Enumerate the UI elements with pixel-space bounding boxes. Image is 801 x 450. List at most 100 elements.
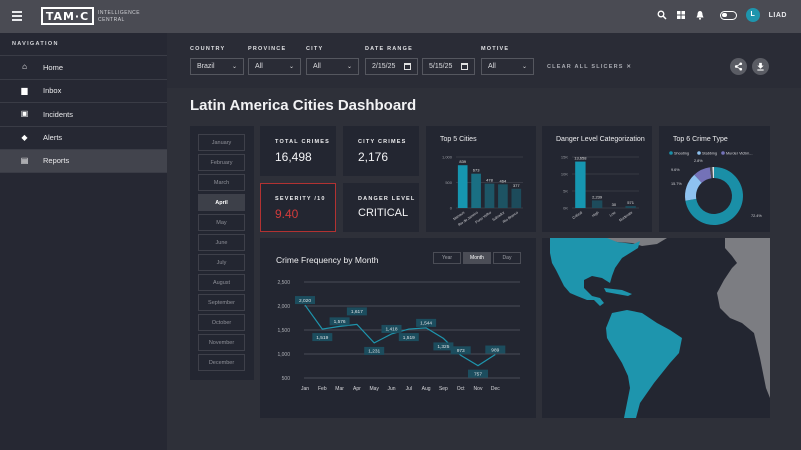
user-name[interactable]: LIAD [768, 11, 787, 19]
crime-type-chart: Shooting Stabbing Murder Victim... 72.4% 15.… [669, 151, 762, 225]
sidebar-item-incidents[interactable]: ▣ Incidents [0, 102, 167, 126]
bar-value-label: 839 [459, 159, 466, 164]
data-label-text: 1,617 [351, 309, 363, 315]
pie-slice [685, 174, 702, 201]
end-date-input[interactable]: 5/15/25 [422, 58, 475, 75]
month-march[interactable]: March [198, 174, 245, 191]
clear-label: CLEAR ALL SLICERS [547, 64, 624, 70]
logo-subtitle: INTELLIGENCE CENTRAL [98, 10, 158, 24]
start-date-value: 2/15/25 [372, 63, 396, 70]
map-card[interactable] [542, 238, 770, 418]
month-april[interactable]: April [198, 194, 245, 211]
city-value: All [313, 63, 321, 70]
sidebar-item-inbox[interactable]: ▆ Inbox [0, 78, 167, 103]
chevron-down-icon: ⌄ [521, 64, 527, 70]
kpi-value: 9.40 [275, 207, 299, 221]
month-august[interactable]: August [198, 274, 245, 291]
data-label-box [364, 346, 385, 355]
download-button[interactable] [752, 58, 769, 75]
month-february[interactable]: February [198, 154, 245, 171]
data-label: 2,020 [295, 296, 315, 305]
month-december[interactable]: December [198, 354, 245, 371]
month-october[interactable]: October [198, 314, 245, 331]
month-may[interactable]: May [198, 214, 245, 231]
x-tick-label: Jan [301, 386, 309, 392]
x-tick-label: Apr [353, 386, 361, 392]
legend-label: Shooting [674, 151, 689, 155]
legend-label: Murder Victim... [726, 151, 753, 155]
kpi-total-crimes: TOTAL CRIMES 16,498 [260, 126, 336, 176]
start-date-input[interactable]: 2/15/25 [365, 58, 418, 75]
x-tick-label: Aug [422, 386, 431, 392]
x-tick-label: Mar [335, 386, 344, 392]
motive-select[interactable]: All ⌄ [481, 58, 534, 75]
pie-slice [685, 167, 743, 225]
data-label-box [381, 324, 402, 333]
x-tick-label: Jul [406, 386, 412, 392]
menu-icon[interactable] [12, 11, 22, 21]
bell-icon[interactable] [695, 10, 705, 20]
month-january[interactable]: January [198, 134, 245, 151]
y-tick-label: 500 [445, 180, 452, 185]
country-filter: COUNTRY Brazil ⌄ [190, 46, 244, 75]
x-tick-label: Salvador [492, 210, 507, 222]
toggle-day[interactable]: Day [493, 252, 521, 264]
sidebar-item-label: Alerts [43, 133, 63, 143]
x-tick-label: Jun [387, 386, 395, 392]
logo-subtitle-line-1: INTELLIGENCE [98, 10, 141, 16]
theme-toggle[interactable] [719, 10, 737, 20]
data-label-box [312, 333, 333, 342]
sidebar: NAVIGATION ⌂ Home ▆ Inbox ▣ Incidents ◆ Alerts ▤… [0, 33, 167, 450]
x-tick-label: Sep [439, 386, 448, 392]
sidebar-item-reports[interactable]: ▤ Reports [0, 149, 167, 173]
avatar[interactable]: L [745, 8, 760, 22]
kpi-value: 16,498 [275, 150, 312, 164]
kpi-label: TOTAL CRIMES [275, 139, 331, 145]
month-september[interactable]: September [198, 294, 245, 311]
calendar-icon [404, 63, 411, 70]
country-select[interactable]: Brazil ⌄ [190, 58, 244, 75]
data-label-box [416, 318, 437, 327]
x-tick-label: High [591, 211, 599, 219]
data-label: 1,617 [346, 307, 367, 316]
month-november[interactable]: November [198, 334, 245, 351]
x-tick-label: Dec [491, 386, 500, 392]
map-land-caribbean [604, 288, 632, 296]
crime-frequency-card: Crime Frequency by Month Year Month Day … [260, 238, 536, 418]
toggle-year[interactable]: Year [433, 252, 461, 264]
y-tick-label: 15K [561, 155, 568, 160]
province-select[interactable]: All ⌄ [248, 58, 301, 75]
country-label: COUNTRY [190, 46, 226, 52]
search-icon[interactable] [657, 10, 667, 20]
data-label: 1,418 [381, 324, 402, 333]
map[interactable] [542, 238, 770, 418]
sidebar-item-label: Inbox [43, 86, 62, 96]
data-label: 1,544 [416, 318, 437, 327]
month-slicer: January February March April May June July Augu… [190, 126, 254, 380]
toggle-month[interactable]: Month [463, 252, 491, 264]
pie-slice [694, 167, 712, 183]
data-label: 1,519 [312, 333, 333, 342]
bar-value-label: 673 [473, 168, 480, 173]
sidebar-item-home[interactable]: ⌂ Home [0, 55, 167, 79]
calendar-icon [461, 63, 468, 70]
kpi-label: SEVERITY /10 [275, 196, 326, 202]
date-range-filter: DATE RANGE 2/15/25 5/15/25 [365, 46, 475, 75]
sidebar-item-alerts[interactable]: ◆ Alerts [0, 125, 167, 150]
y-tick-label: 500 [282, 376, 291, 382]
kpi-city-crimes: CITY CRIMES 2,176 [343, 126, 419, 176]
city-label: CITY [306, 46, 324, 52]
city-select[interactable]: All ⌄ [306, 58, 359, 75]
data-label-text: 1,231 [368, 349, 380, 355]
month-june[interactable]: June [198, 234, 245, 251]
filter-bar: COUNTRY Brazil ⌄ PROVINCE All ⌄ CITY All ⌄ … [167, 33, 801, 88]
bar [484, 183, 495, 208]
download-icon [757, 62, 764, 71]
clear-all-slicers-button[interactable]: CLEAR ALL SLICERS ✕ [547, 64, 632, 70]
month-july[interactable]: July [198, 254, 245, 271]
chevron-down-icon: ⌄ [231, 64, 237, 70]
apps-icon[interactable] [676, 10, 686, 20]
bar-value-label: 464 [500, 178, 507, 183]
chart-title: Crime Frequency by Month [276, 255, 379, 265]
share-button[interactable] [730, 58, 747, 75]
